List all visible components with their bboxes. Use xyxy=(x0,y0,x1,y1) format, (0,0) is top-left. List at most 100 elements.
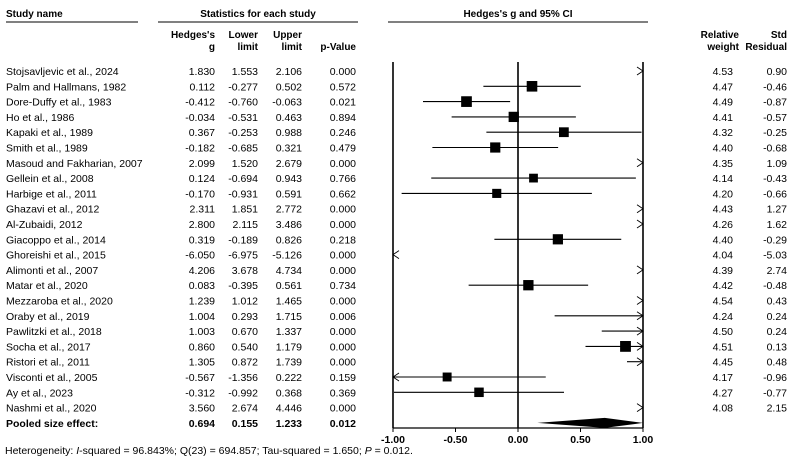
study-lower-value: 2.674 xyxy=(232,403,258,415)
point-estimate-square xyxy=(620,340,631,352)
study-upper-value: 1.179 xyxy=(276,341,302,353)
pooled-lower-value: 0.155 xyxy=(232,418,258,430)
footer-p-value: = 0.012. xyxy=(371,445,413,457)
point-estimate-square xyxy=(442,372,452,382)
point-estimate-square xyxy=(523,280,534,291)
study-lower-value: -0.694 xyxy=(228,173,258,185)
study-weight-value: 4.51 xyxy=(713,341,734,353)
study-weight-value: 4.39 xyxy=(713,265,734,277)
ci-arrow-right xyxy=(636,326,644,336)
study-g-value: 2.099 xyxy=(189,158,215,170)
header-statistics: Statistics for each study xyxy=(200,9,316,20)
study-g-value: 2.311 xyxy=(190,204,216,216)
study-resid-value: -0.48 xyxy=(763,280,787,292)
study-resid-value: -5.03 xyxy=(763,250,787,262)
study-weight-value: 4.40 xyxy=(713,234,734,246)
header-upper-line2: limit xyxy=(281,42,302,53)
study-p-value: 0.894 xyxy=(330,112,356,124)
point-estimate-square xyxy=(529,173,538,183)
study-weight-value: 4.08 xyxy=(713,403,734,415)
study-resid-value: 0.48 xyxy=(767,357,788,369)
study-name: Socha et al., 2017 xyxy=(6,341,91,353)
study-name: Ghazavi et al., 2012 xyxy=(6,204,100,216)
study-name: Ristori et al., 2011 xyxy=(6,357,90,369)
study-weight-value: 4.14 xyxy=(713,173,734,185)
pooled-p-value: 0.012 xyxy=(330,418,356,430)
study-name: Ghoreishi et al., 2015 xyxy=(6,250,106,262)
study-g-value: 2.800 xyxy=(189,219,215,231)
point-estimate-square xyxy=(558,127,569,138)
study-name: Pawlitzki et al., 2018 xyxy=(6,326,102,338)
study-lower-value: -0.931 xyxy=(228,188,258,200)
study-resid-value: 2.74 xyxy=(767,265,788,277)
study-name: Stojsavljevic et al., 2024 xyxy=(6,66,119,78)
x-tick-label: 0.50 xyxy=(570,434,591,446)
study-weight-value: 4.47 xyxy=(713,81,734,93)
study-name: Mezzaroba et al., 2020 xyxy=(6,296,113,308)
study-upper-value: 0.561 xyxy=(276,280,302,292)
study-lower-value: 0.540 xyxy=(232,341,258,353)
header-study-name: Study name xyxy=(6,9,63,20)
offscale-right-mark xyxy=(636,158,644,168)
study-g-value: 0.367 xyxy=(189,127,215,139)
study-g-value: 3.560 xyxy=(189,403,215,415)
study-weight-value: 4.24 xyxy=(713,311,734,323)
study-lower-value: -0.189 xyxy=(228,234,258,246)
study-p-value: 0.000 xyxy=(330,357,356,369)
header-p-value: p-Value xyxy=(320,42,356,53)
study-upper-value: 0.368 xyxy=(276,387,302,399)
study-g-value: -0.312 xyxy=(185,387,215,399)
study-upper-value: 2.679 xyxy=(276,158,302,170)
study-p-value: 0.000 xyxy=(330,341,356,353)
header-g-line1: Hedges's xyxy=(171,30,216,41)
study-upper-value: 0.943 xyxy=(276,173,302,185)
study-lower-value: 0.670 xyxy=(232,326,258,338)
study-p-value: 0.218 xyxy=(330,234,356,246)
study-name: Dore-Duffy et al., 1983 xyxy=(6,97,112,109)
study-upper-value: 2.106 xyxy=(276,66,302,78)
footer-prefix: Heterogeneity: xyxy=(5,445,77,457)
study-weight-value: 4.26 xyxy=(713,219,734,231)
header-weight-line2: weight xyxy=(706,42,739,53)
study-p-value: 0.000 xyxy=(330,326,356,338)
study-p-value: 0.662 xyxy=(330,188,356,200)
header-resid-line2: Residual xyxy=(745,42,787,53)
study-weight-value: 4.50 xyxy=(713,326,734,338)
study-name: Ho et al., 1986 xyxy=(6,112,74,124)
study-resid-value: -0.43 xyxy=(763,173,787,185)
study-resid-value: -0.46 xyxy=(763,81,787,93)
study-g-value: 1.239 xyxy=(189,296,215,308)
pooled-g-value: 0.694 xyxy=(189,418,215,430)
header-g-line2: g xyxy=(209,42,215,53)
study-lower-value: -0.531 xyxy=(228,112,258,124)
study-weight-value: 4.45 xyxy=(713,357,734,369)
footer-i2-value: -squared = 96.843%; Q(23) = 694.857; Tau… xyxy=(79,445,365,457)
study-resid-value: 1.09 xyxy=(767,158,788,170)
study-name: Ay et al., 2023 xyxy=(6,387,73,399)
header-lower-line1: Lower xyxy=(229,30,259,41)
study-resid-value: 0.24 xyxy=(767,326,788,338)
study-p-value: 0.000 xyxy=(330,158,356,170)
offscale-right-mark xyxy=(636,204,644,214)
study-upper-value: 4.734 xyxy=(276,265,302,277)
study-p-value: 0.021 xyxy=(330,97,356,109)
ci-arrow-left xyxy=(392,372,400,382)
study-upper-value: -5.126 xyxy=(272,250,302,262)
study-lower-value: -0.277 xyxy=(228,81,258,93)
study-resid-value: 1.27 xyxy=(767,204,788,216)
pooled-upper-value: 1.233 xyxy=(276,418,302,430)
x-tick-label: 1.00 xyxy=(633,434,654,446)
study-resid-value: 0.43 xyxy=(767,296,788,308)
study-resid-value: -0.57 xyxy=(763,112,787,124)
x-tick-label: -0.50 xyxy=(444,434,468,446)
study-lower-value: 0.872 xyxy=(232,357,258,369)
study-resid-value: -0.68 xyxy=(763,143,787,155)
study-g-value: -6.050 xyxy=(185,250,215,262)
study-p-value: 0.006 xyxy=(330,311,356,323)
offscale-right-mark xyxy=(636,265,644,275)
pooled-diamond xyxy=(537,417,643,428)
study-resid-value: 1.62 xyxy=(767,219,788,231)
study-weight-value: 4.40 xyxy=(713,143,734,155)
study-name: Smith et al., 1989 xyxy=(6,143,88,155)
